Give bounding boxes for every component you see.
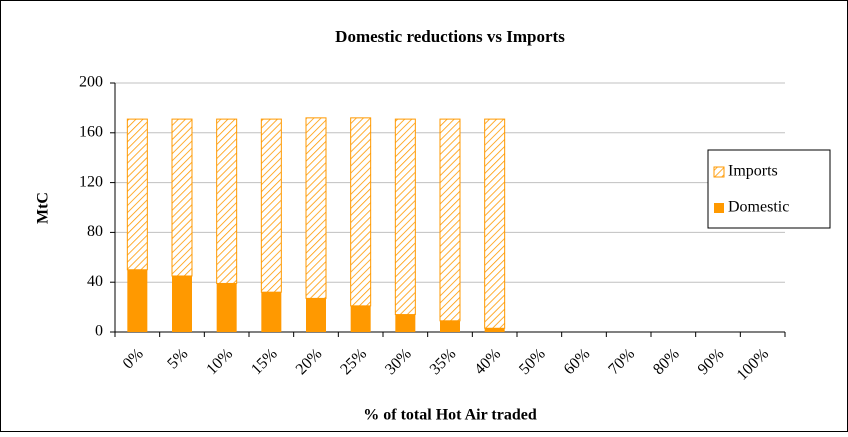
bar-segment	[305, 117, 327, 299]
y-tick-label: 200	[79, 74, 103, 91]
y-tick-label: 80	[87, 223, 103, 240]
y-tick-label: 0	[95, 323, 103, 340]
y-tick-label: 120	[79, 173, 103, 190]
y-axis-label: MtC	[35, 192, 52, 224]
bar-segment	[440, 320, 460, 332]
bar-segment	[350, 117, 372, 307]
bar-segment	[216, 118, 238, 284]
legend-swatch	[714, 203, 724, 213]
bar-segment	[261, 292, 282, 332]
bar-segment	[126, 118, 148, 271]
legend-label: Imports	[728, 163, 778, 180]
bar-segment	[172, 275, 192, 332]
bar-segment	[260, 118, 282, 293]
bar-segment	[306, 298, 326, 332]
bar-segment	[127, 269, 148, 332]
legend-label: Domestic	[728, 199, 789, 216]
y-tick-label: 160	[79, 123, 103, 140]
bar-segment	[394, 118, 416, 316]
bar-segment	[439, 118, 461, 322]
chart-title: Domestic reductions vs Imports	[335, 27, 565, 46]
y-tick-label: 40	[87, 273, 103, 290]
legend-swatch	[713, 166, 725, 178]
bar-segment	[484, 328, 505, 332]
bar-segment	[484, 118, 506, 329]
legend-box	[707, 149, 831, 229]
bar-segment	[395, 314, 416, 332]
bar-segment	[350, 305, 371, 332]
bar-segment	[216, 283, 237, 332]
bar-segment	[171, 118, 193, 277]
x-axis-label: % of total Hot Air traded	[363, 407, 537, 424]
